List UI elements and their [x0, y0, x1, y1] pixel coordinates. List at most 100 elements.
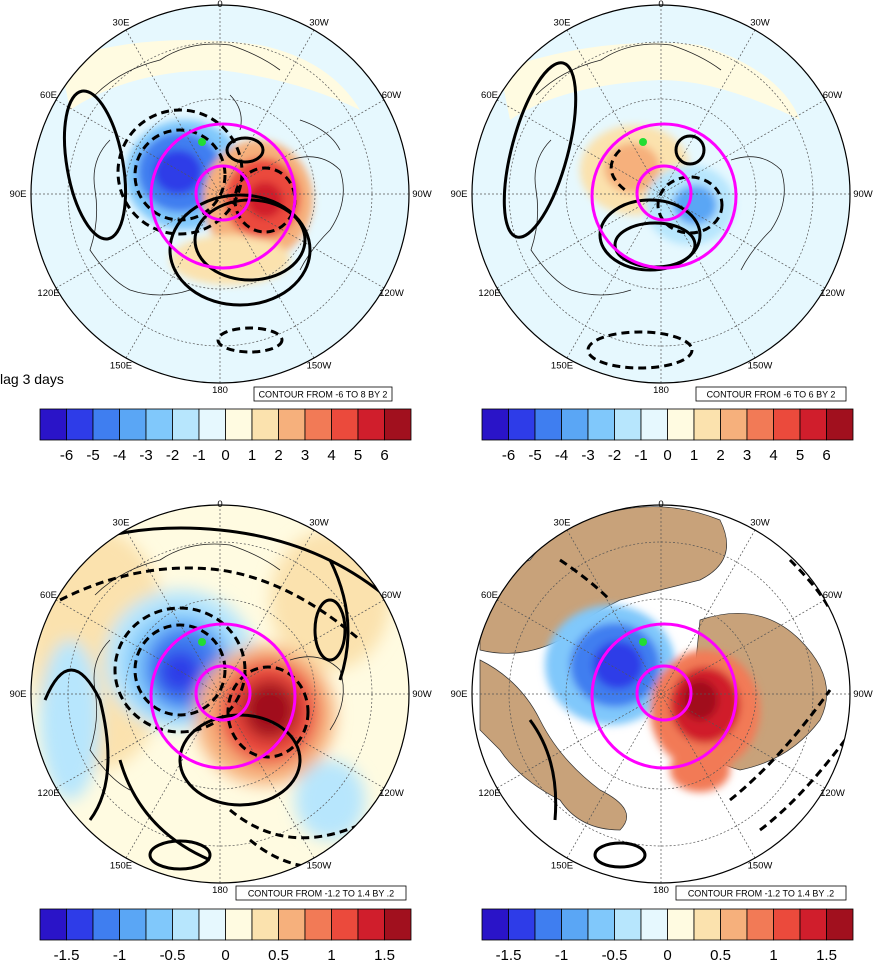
colorbar-tick-label: 1: [769, 947, 777, 964]
marker-icon: [198, 638, 206, 646]
colorbar-tick-label: -1: [634, 447, 647, 464]
lon-label: 90E: [451, 189, 468, 200]
colorbar-tick-label: 3: [301, 447, 309, 464]
colorbar-swatch: [561, 908, 589, 941]
colorbar-swatch: [826, 908, 854, 941]
colorbar-tick-label: -5: [528, 447, 541, 464]
lon-label: 150E: [551, 361, 573, 372]
colorbar-swatch: [614, 908, 642, 941]
colorbar-swatch: [92, 408, 120, 441]
colorbar-swatch: [640, 908, 668, 941]
colorbar-swatch: [119, 908, 147, 941]
colorbar-swatch: [225, 408, 253, 441]
colorbar-swatch: [225, 908, 253, 941]
colorbar-swatch: [66, 408, 94, 441]
map-panel-bottom-right: [471, 504, 851, 884]
lon-label: 90W: [853, 189, 873, 200]
lon-label: 90E: [10, 189, 27, 200]
map-panel-bottom-left: [30, 504, 410, 884]
lon-label: 90E: [451, 689, 468, 700]
lon-label: 120E: [37, 788, 59, 799]
map-panel-top-right: [471, 4, 851, 384]
colorbar-swatch: [693, 908, 721, 941]
lon-label: 120W: [820, 288, 845, 299]
colorbar-tick-label: 1.5: [816, 947, 837, 964]
colorbar-swatch: [720, 908, 748, 941]
colorbar-swatch: [534, 408, 562, 441]
lon-label: 60W: [382, 90, 402, 101]
colorbar-tick-label: 2: [716, 447, 724, 464]
colorbar-tick-label: -6: [502, 447, 515, 464]
colorbar-swatch: [508, 908, 536, 941]
colorbar-tick-label: 6: [822, 447, 830, 464]
colorbar-swatch: [278, 908, 306, 941]
colorbar-swatch: [799, 408, 827, 441]
colorbar-swatch: [198, 408, 226, 441]
colorbar-tick-label: -2: [166, 447, 179, 464]
svg-text:CONTOUR FROM -1.2 TO 1.4 BY .2: CONTOUR FROM -1.2 TO 1.4 BY .2: [248, 889, 394, 899]
lon-label: 90W: [853, 689, 873, 700]
lon-label: 90W: [412, 189, 432, 200]
colorbar-swatch: [481, 908, 509, 941]
colorbar-swatch: [39, 408, 67, 441]
colorbar-tick-label: 1: [248, 447, 256, 464]
lon-label: 30E: [113, 18, 130, 29]
colorbar-swatch: [39, 908, 67, 941]
colorbar-tick-label: -2: [608, 447, 621, 464]
polar-circle-inner: [194, 164, 252, 222]
lon-label: 120E: [478, 788, 500, 799]
colorbar-swatch: [587, 408, 615, 441]
lon-label: 60E: [481, 590, 498, 601]
colorbar-tick-label: 0.5: [710, 947, 731, 964]
lon-label: 0: [658, 0, 663, 10]
marker-icon: [198, 138, 206, 146]
colorbar-tick-label: 1.5: [374, 947, 395, 964]
colorbar-tick-label: 5: [796, 447, 804, 464]
marker-icon: [639, 138, 647, 146]
lon-label: 60E: [40, 590, 57, 601]
colorbar-swatch: [198, 908, 226, 941]
colorbar-swatch: [145, 408, 173, 441]
colorbar-swatch: [667, 908, 695, 941]
colorbar-tick-label: 1: [327, 947, 335, 964]
lon-label: 0: [217, 499, 222, 510]
lon-label: 180: [212, 885, 228, 896]
lon-label: 90E: [10, 689, 27, 700]
svg-text:CONTOUR FROM -6 TO 6 BY 2: CONTOUR FROM -6 TO 6 BY 2: [707, 390, 836, 400]
colorbar-swatch: [251, 908, 279, 941]
lon-label: 30E: [554, 518, 571, 529]
colorbar-tick-label: 0.5: [268, 947, 289, 964]
colorbar-swatch: [534, 908, 562, 941]
colorbar-swatch: [720, 408, 748, 441]
polar-circle-outer: [149, 122, 297, 270]
lon-label: 150E: [110, 861, 132, 872]
lon-label: 60W: [382, 590, 402, 601]
colorbar-tick-label: -6: [60, 447, 73, 464]
lon-label: 120W: [820, 788, 845, 799]
colorbar-swatch: [640, 408, 668, 441]
lon-label: 0: [217, 0, 222, 10]
lon-label: 60E: [481, 90, 498, 101]
colorbar-tick-label: 3: [743, 447, 751, 464]
colorbar-swatch: [773, 908, 801, 941]
colorbar-swatch: [66, 908, 94, 941]
colorbar-tick-label: -1.5: [496, 947, 522, 964]
lon-label: 30W: [309, 518, 329, 529]
lon-label: 150W: [307, 361, 332, 372]
colorbar-tick-label: -0.5: [160, 947, 186, 964]
colorbar-swatch: [508, 408, 536, 441]
colorbar-tick-label: -1: [555, 947, 568, 964]
colorbar-tick-label: -4: [113, 447, 126, 464]
colorbar-swatch: [561, 408, 589, 441]
lon-label: 30E: [113, 518, 130, 529]
field-light-band: [60, 40, 360, 110]
lon-label: 0: [658, 499, 663, 510]
marker-icon: [639, 638, 647, 646]
colorbar-tick-label: 2: [274, 447, 282, 464]
colorbar-swatch: [587, 908, 615, 941]
colorbar-swatch: [92, 908, 120, 941]
contour-note-bottom-left: CONTOUR FROM -1.2 TO 1.4 BY .2: [235, 885, 407, 901]
lon-label: 150E: [110, 361, 132, 372]
lon-label: 180: [212, 385, 228, 396]
